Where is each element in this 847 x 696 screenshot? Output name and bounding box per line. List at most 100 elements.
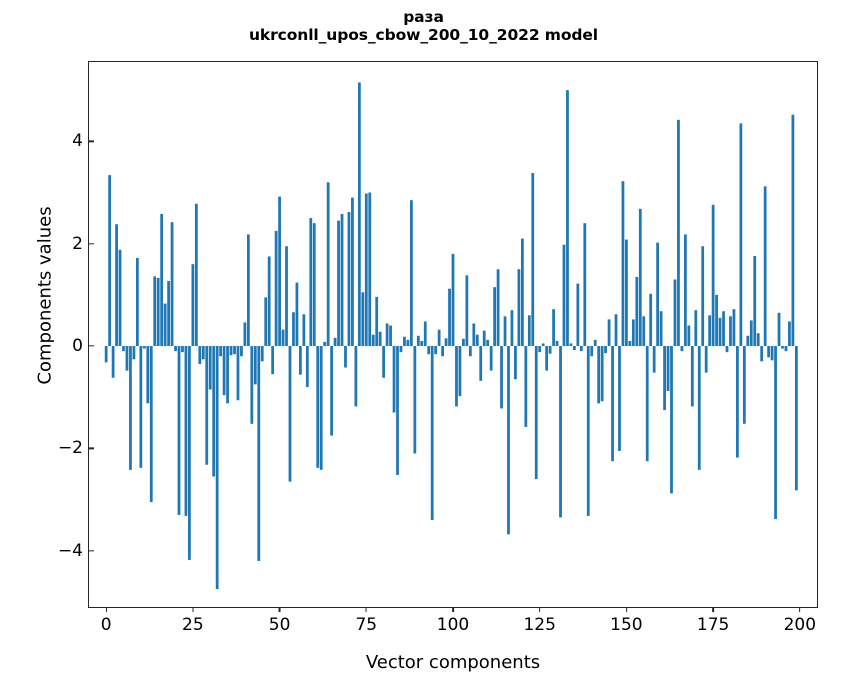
bar	[437, 329, 441, 347]
bar	[153, 276, 157, 347]
x-tick: 0	[101, 607, 112, 635]
bar	[340, 213, 344, 347]
bar	[382, 346, 386, 378]
x-tick: 200	[784, 607, 816, 635]
x-tick-mark	[278, 607, 281, 612]
bar	[562, 244, 566, 347]
bar	[781, 346, 784, 349]
bar	[295, 282, 299, 347]
bar	[389, 325, 392, 347]
bar	[475, 334, 479, 347]
bar	[226, 346, 229, 404]
y-tick-label: 2	[72, 233, 83, 254]
y-tick: 2	[72, 233, 94, 254]
bar	[444, 338, 448, 347]
bar	[656, 242, 660, 347]
bar	[628, 340, 632, 347]
bar	[416, 335, 420, 347]
bar	[170, 222, 174, 347]
bar	[507, 346, 510, 535]
x-tick: 25	[182, 607, 204, 635]
bar	[614, 314, 618, 347]
bar	[663, 346, 666, 410]
x-tick-mark	[712, 607, 714, 612]
bar	[760, 346, 764, 362]
bar	[690, 346, 694, 407]
bar	[722, 311, 725, 347]
bar	[788, 321, 791, 347]
chart-title: раза ukrconll_upos_cbow_200_10_2022 mode…	[0, 8, 847, 45]
bar	[566, 90, 569, 347]
bar	[527, 315, 531, 347]
bar	[434, 346, 438, 355]
x-tick: 75	[355, 607, 377, 635]
bar	[725, 346, 729, 353]
bar	[729, 316, 732, 347]
x-tick-mark	[452, 607, 454, 612]
bar	[423, 321, 427, 347]
bar	[316, 346, 320, 468]
bar	[243, 322, 247, 347]
x-tick-label: 75	[355, 615, 378, 635]
bar	[659, 311, 663, 347]
bar	[767, 346, 770, 358]
bar	[579, 346, 583, 352]
bar	[427, 346, 431, 355]
bar	[288, 346, 292, 482]
bar	[625, 239, 628, 347]
bar-series	[104, 82, 798, 590]
x-tick-mark	[799, 607, 801, 612]
bar	[212, 346, 216, 477]
bar	[250, 346, 254, 424]
bar	[642, 316, 646, 347]
bar	[337, 220, 340, 347]
bar	[649, 293, 653, 347]
bar	[188, 346, 191, 560]
bar	[253, 346, 257, 385]
bar	[673, 279, 677, 347]
bar	[257, 346, 261, 561]
bar	[194, 203, 198, 347]
x-tick-mark	[539, 607, 541, 612]
bar	[198, 346, 202, 364]
bar	[240, 346, 243, 357]
x-tick-label: 100	[436, 615, 470, 635]
y-tick: 4	[72, 131, 94, 151]
bar	[208, 346, 212, 390]
bar	[666, 346, 670, 392]
y-tick-mark	[89, 345, 94, 347]
bar	[201, 346, 205, 360]
bar	[531, 173, 535, 347]
bar	[541, 343, 545, 347]
bar	[448, 288, 451, 347]
bar	[784, 346, 788, 352]
bar	[420, 340, 424, 347]
bar	[600, 346, 604, 402]
bar	[711, 204, 715, 347]
bar	[323, 341, 327, 347]
bar	[111, 346, 115, 378]
bar	[354, 346, 358, 407]
bar	[156, 277, 160, 347]
bar	[677, 119, 680, 347]
bar	[299, 346, 302, 375]
bar	[770, 346, 774, 361]
bar	[763, 186, 767, 347]
x-axis-title: Vector components	[365, 652, 541, 673]
bar	[236, 346, 240, 401]
bar	[285, 246, 288, 347]
y-axis-title: Components values	[34, 206, 56, 385]
bar	[267, 256, 271, 347]
bar	[774, 346, 777, 519]
bar	[670, 346, 673, 494]
bar	[184, 346, 188, 516]
bar	[732, 309, 736, 347]
bar	[333, 337, 337, 347]
bar	[174, 346, 177, 352]
bar	[371, 334, 375, 347]
bar	[278, 196, 281, 347]
bar	[375, 296, 379, 347]
bar	[715, 294, 718, 347]
bar	[160, 213, 164, 347]
bar	[777, 312, 781, 347]
